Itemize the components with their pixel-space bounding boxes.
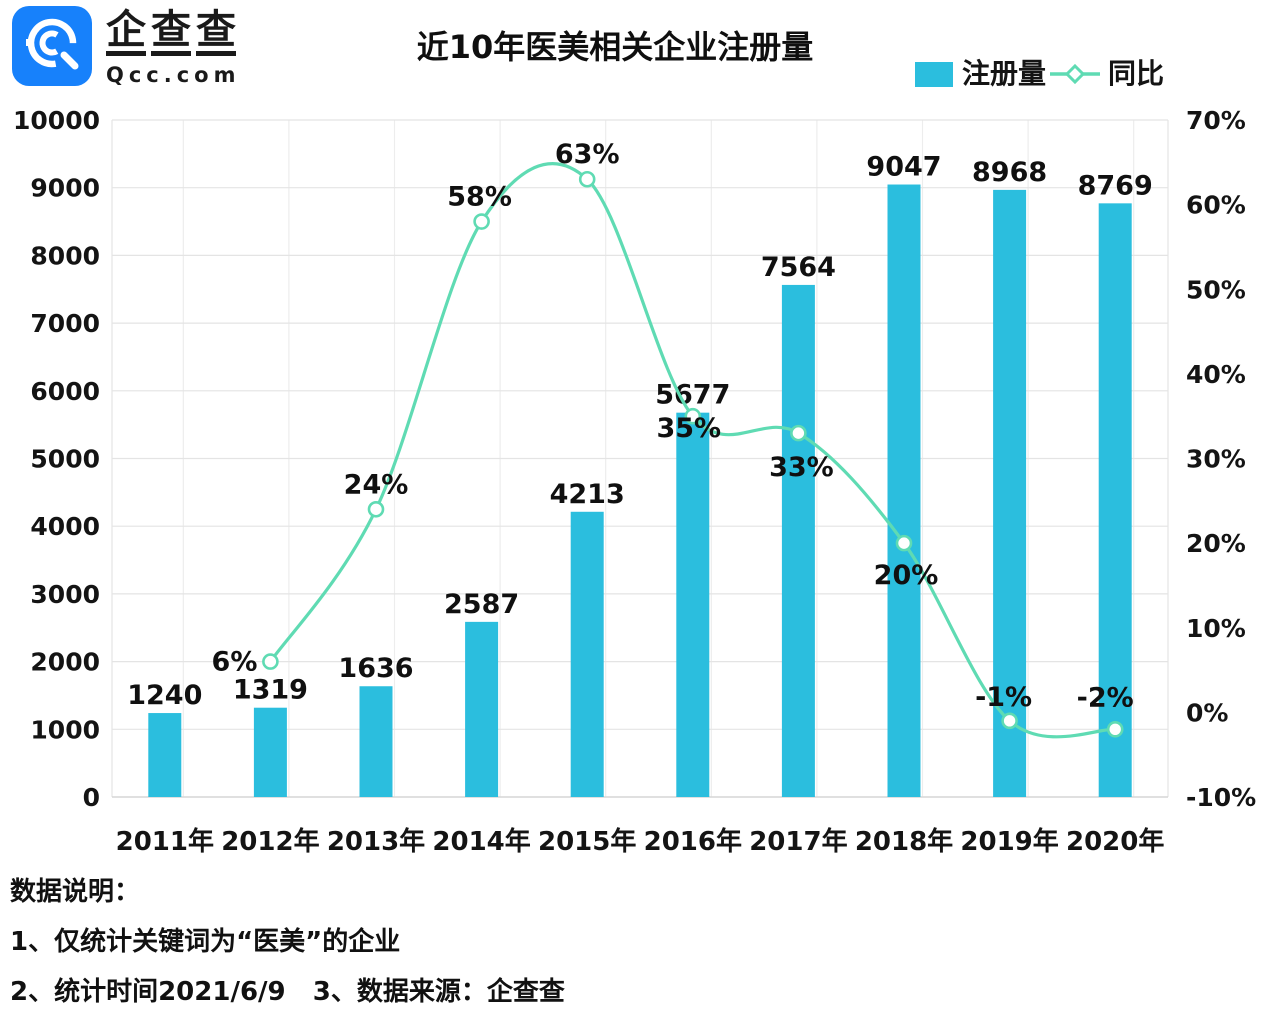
left-axis-tick: 7000 (30, 309, 100, 338)
yoy-marker-2015年[interactable] (578, 170, 596, 188)
right-axis-tick: 30% (1186, 445, 1246, 474)
qcc-logo: 企查查 Qcc.com (12, 6, 241, 87)
notes-line-2: 2、统计时间2021/6/9 3、数据来源：企查查 (10, 976, 565, 1007)
right-axis-tick: 40% (1186, 360, 1246, 389)
legend-item-yoy[interactable]: 同比 (1046, 60, 1164, 88)
yoy-value-label: 20% (874, 560, 939, 591)
yoy-value-label: 63% (555, 139, 620, 170)
bar-value-label: 4213 (550, 479, 625, 510)
x-axis-label: 2020年 (1066, 826, 1164, 857)
left-axis-tick: 10000 (13, 106, 100, 135)
yoy-value-label: 33% (769, 452, 834, 483)
yoy-marker-2018年[interactable] (895, 534, 913, 552)
bar-2013年[interactable] (359, 686, 393, 797)
yoy-marker-2013年[interactable] (367, 500, 385, 518)
yoy-value-label: 24% (344, 469, 409, 500)
chart-legend: 注册量 同比 (914, 57, 1164, 90)
data-notes: 数据说明： 1、仅统计关键词为“医美”的企业 2、统计时间2021/6/9 3、… (10, 876, 565, 1017)
bar-value-label: 1240 (127, 680, 202, 711)
right-axis-tick: -10% (1186, 783, 1256, 812)
bar-2019年[interactable] (993, 189, 1027, 797)
x-axis-label: 2011年 (116, 826, 214, 857)
bar-value-label: 9047 (866, 152, 941, 183)
right-axis-tick: 50% (1186, 275, 1246, 304)
yoy-value-label: 58% (447, 182, 512, 213)
yoy-marker-2019年[interactable] (1001, 712, 1018, 730)
right-axis-tick: 60% (1186, 191, 1246, 220)
x-axis-label: 2012年 (221, 826, 319, 857)
brand-name: 企查查 (106, 10, 241, 56)
bar-value-label: 7564 (761, 252, 836, 283)
x-axis-label: 2014年 (432, 826, 530, 857)
yoy-value-label: -2% (1077, 682, 1134, 713)
left-axis-tick: 6000 (30, 377, 100, 406)
bar-value-label: 8769 (1078, 170, 1153, 201)
chart-title: 近10年医美相关企业注册量 (416, 28, 814, 66)
x-axis-label: 2016年 (644, 826, 742, 857)
legend-line-label: 同比 (1107, 57, 1164, 90)
left-axis-tick: 9000 (30, 174, 100, 203)
yoy-marker-2017年[interactable] (790, 424, 807, 442)
bar-2018年[interactable] (887, 184, 921, 798)
qcc-logo-icon (12, 6, 92, 86)
yoy-marker-2014年[interactable] (473, 213, 490, 230)
yoy-value-label: -1% (975, 682, 1032, 713)
legend-bar-label: 注册量 (961, 57, 1046, 90)
left-axis-tick: 2000 (30, 648, 100, 677)
right-axis-tick: 70% (1186, 106, 1246, 135)
bar-2011年[interactable] (148, 713, 182, 797)
right-axis-tick: 10% (1186, 614, 1246, 643)
yoy-marker-2020年[interactable] (1106, 720, 1124, 738)
bar-value-label: 1319 (233, 675, 308, 706)
bar-series-swatch (914, 61, 953, 87)
yoy-marker-2016年[interactable] (684, 407, 702, 425)
brand-char: 查 (151, 10, 191, 56)
left-axis-tick: 5000 (30, 445, 100, 474)
yoy-marker-2012年[interactable] (262, 653, 279, 670)
bar-2017年[interactable] (781, 284, 815, 797)
bar-2016年[interactable] (676, 412, 710, 797)
right-axis-tick: 20% (1186, 529, 1246, 558)
bar-2014年[interactable] (465, 621, 499, 797)
bar-2015年[interactable] (570, 511, 604, 797)
left-axis-tick: 3000 (30, 580, 100, 609)
x-axis-label: 2013年 (327, 826, 425, 857)
left-axis-tick: 0 (83, 783, 100, 812)
bar-value-label: 8968 (972, 157, 1047, 188)
legend-item-registrations[interactable]: 注册量 (914, 57, 1046, 90)
yoy-line (268, 162, 1117, 739)
left-axis-tick: 1000 (30, 715, 100, 744)
brand-char: 企 (106, 10, 146, 56)
x-axis-label: 2018年 (855, 826, 953, 857)
line-series-swatch (1049, 63, 1100, 85)
x-axis-label: 2015年 (538, 826, 636, 857)
left-axis-tick: 8000 (30, 241, 100, 270)
brand-domain: Qcc.com (106, 63, 241, 87)
yoy-value-label: 35% (656, 413, 721, 444)
bar-2020年[interactable] (1098, 203, 1132, 798)
bar-value-label: 2587 (444, 589, 519, 620)
left-axis-tick: 4000 (30, 512, 100, 541)
x-axis-label: 2019年 (960, 826, 1058, 857)
x-axis-label: 2017年 (749, 826, 847, 857)
bar-2012年[interactable] (253, 707, 287, 797)
bar-value-label: 1636 (338, 653, 413, 684)
brand-char: 查 (196, 10, 236, 56)
yoy-value-label: 6% (212, 647, 258, 678)
notes-heading: 数据说明： (10, 877, 141, 907)
notes-line-1: 1、仅统计关键词为“医美”的企业 (10, 926, 401, 957)
bar-value-label: 5677 (655, 380, 730, 411)
right-axis-tick: 0% (1186, 698, 1228, 727)
